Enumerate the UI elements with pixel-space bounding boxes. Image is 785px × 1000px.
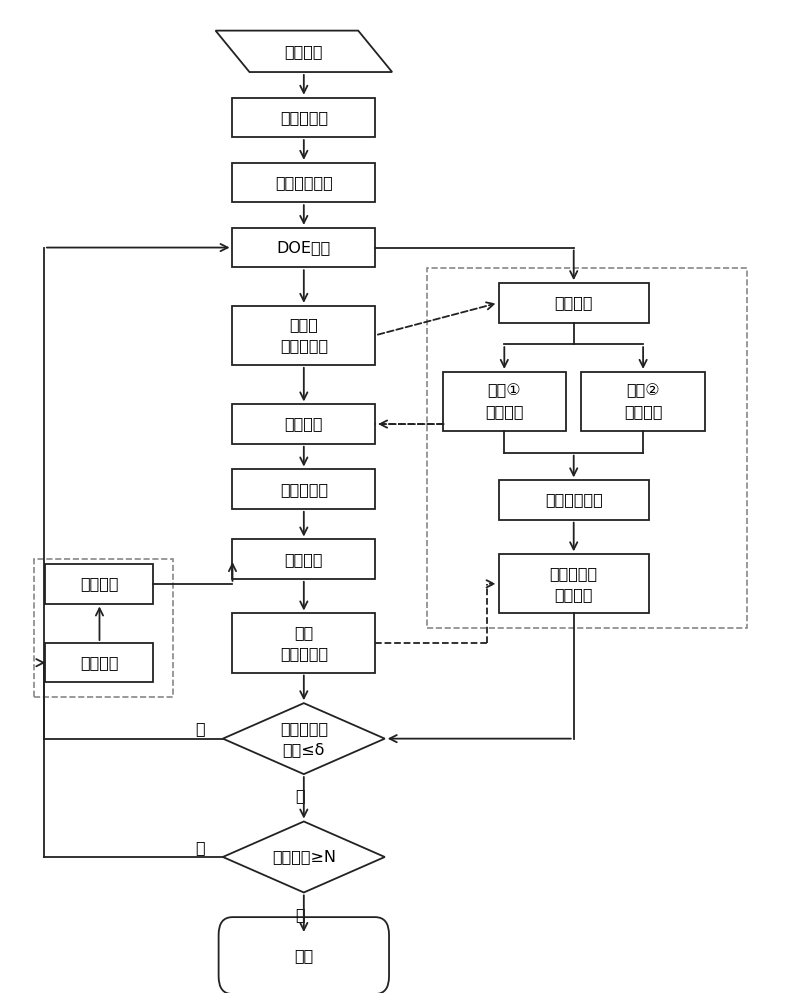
Text: 否: 否 (195, 840, 205, 855)
FancyBboxPatch shape (232, 306, 375, 365)
Text: 交叉变异: 交叉变异 (80, 576, 119, 591)
FancyBboxPatch shape (232, 469, 375, 509)
FancyBboxPatch shape (498, 554, 649, 613)
Text: 迭代次数≥N: 迭代次数≥N (272, 849, 336, 864)
Text: 否: 否 (195, 721, 205, 736)
Text: 定升力系数
数值模拟: 定升力系数 数值模拟 (550, 566, 597, 602)
Text: DOE抽样: DOE抽样 (276, 240, 331, 255)
FancyBboxPatch shape (232, 539, 375, 579)
Text: 迎角①
数值模拟: 迎角① 数值模拟 (485, 383, 524, 419)
Text: 结构网格生成: 结构网格生成 (275, 175, 333, 190)
FancyBboxPatch shape (498, 480, 649, 520)
Text: 迎角②
数值模拟: 迎角② 数值模拟 (624, 383, 663, 419)
Text: 样本点择优: 样本点择优 (279, 482, 328, 497)
Text: 种群生成: 种群生成 (285, 552, 323, 567)
Text: 初始翼型: 初始翼型 (285, 44, 323, 59)
FancyBboxPatch shape (582, 372, 705, 431)
Text: 种群筛选: 种群筛选 (80, 655, 119, 670)
Text: 几何参数化: 几何参数化 (279, 110, 328, 125)
Text: 网格重构: 网格重构 (554, 295, 593, 310)
Text: 代理模型: 代理模型 (285, 417, 323, 432)
Text: 是: 是 (295, 788, 305, 803)
Polygon shape (223, 703, 385, 774)
FancyBboxPatch shape (443, 372, 566, 431)
Text: 样本点
升阻比评价: 样本点 升阻比评价 (279, 317, 328, 353)
FancyBboxPatch shape (232, 98, 375, 137)
FancyBboxPatch shape (232, 228, 375, 267)
Polygon shape (223, 821, 385, 892)
Text: 个体升阻比
差异≤δ: 个体升阻比 差异≤δ (279, 721, 328, 757)
FancyBboxPatch shape (498, 283, 649, 323)
Polygon shape (216, 31, 392, 72)
Text: 求解设计迎角: 求解设计迎角 (545, 493, 603, 508)
FancyBboxPatch shape (232, 404, 375, 444)
FancyBboxPatch shape (46, 564, 153, 604)
FancyBboxPatch shape (46, 643, 153, 682)
Text: 是: 是 (295, 907, 305, 922)
FancyBboxPatch shape (232, 613, 375, 673)
Text: 个体
升阻比评价: 个体 升阻比评价 (279, 625, 328, 661)
FancyBboxPatch shape (232, 163, 375, 202)
FancyBboxPatch shape (218, 917, 389, 994)
Text: 结束: 结束 (294, 948, 313, 963)
